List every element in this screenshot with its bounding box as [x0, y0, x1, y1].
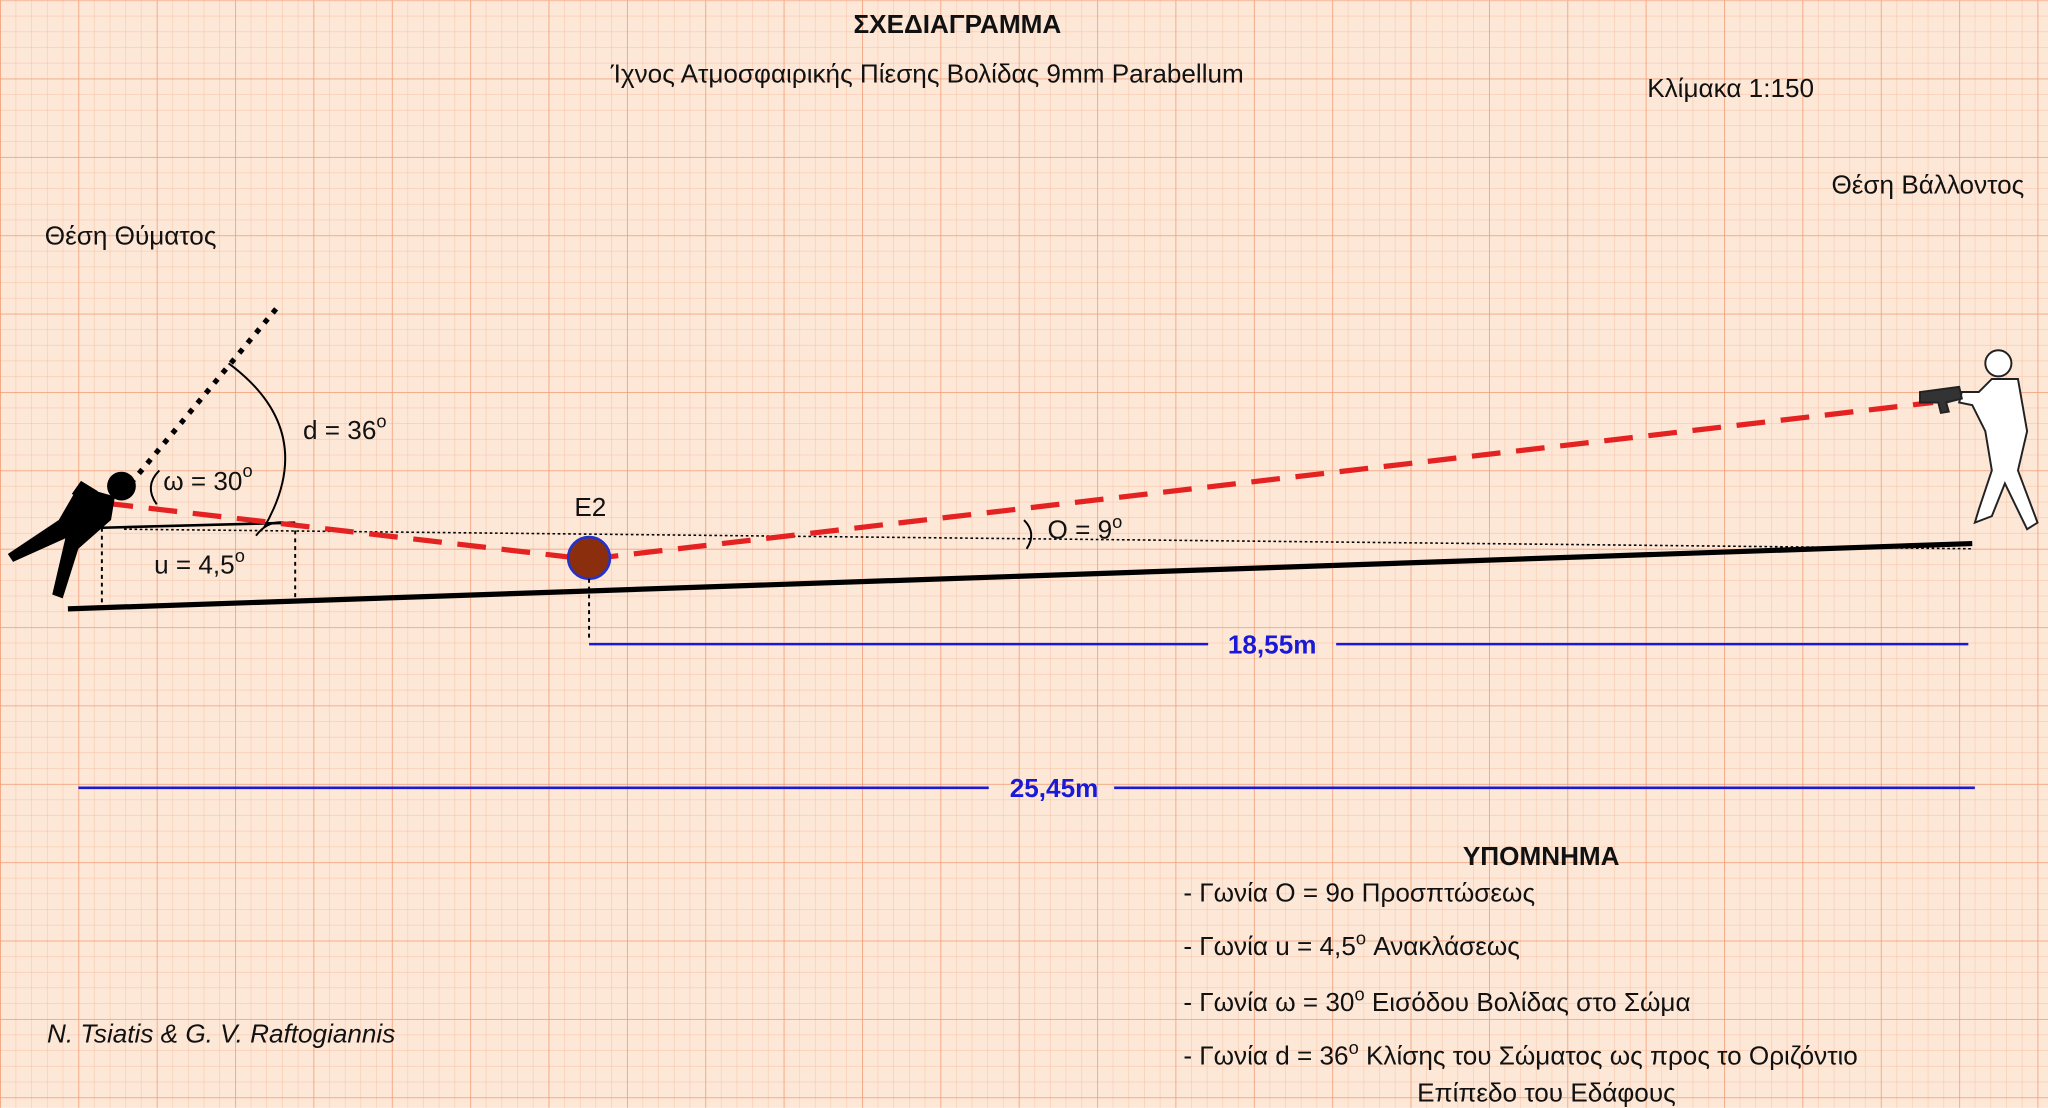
legend-item: - Γωνία ω = 30o Εισόδου Βολίδας στο Σώμα — [1183, 984, 1690, 1017]
legend-sup: o — [1356, 928, 1366, 949]
scale: Κλίμακα 1:150 — [1647, 73, 1814, 103]
angle-sup: o — [235, 545, 245, 566]
legend-item-line2: Επίπεδο του Εδάφους — [1417, 1077, 1676, 1107]
legend-item: - Γωνία d = 36o Κλίσης του Σώματος ως πρ… — [1183, 1037, 1857, 1070]
subtitle: Ίχνος Ατμοσφαιρικής Πίεσης Βολίδας 9mm P… — [610, 58, 1244, 88]
shooter-label: Θέση Βάλλοντος — [1831, 170, 2024, 200]
legend-text: - Γωνία ω = 30 — [1183, 987, 1354, 1017]
legend-text: - Γωνία u = 4,5 — [1183, 931, 1356, 961]
legend-text: - Γωνία O = 9o Προσπτώσεως — [1183, 877, 1535, 907]
legend-rest: Εισόδου Βολίδας στο Σώμα — [1365, 987, 1691, 1017]
author: N. Tsiatis & G. V. Raftogiannis — [47, 1018, 395, 1048]
legend-rest: Κλίσης του Σώματος ως προς το Οριζόντιο — [1359, 1041, 1858, 1071]
angle-label: d = 36o — [303, 410, 387, 445]
angle-label: O = 9o — [1048, 511, 1123, 544]
angle-sup: o — [376, 410, 386, 431]
title: ΣΧΕΔΙΑΓΡΑΜΜΑ — [854, 9, 1062, 39]
e2-marker — [566, 535, 612, 581]
shooter-figure — [1919, 349, 2039, 531]
legend-item: - Γωνία u = 4,5o Ανακλάσεως — [1183, 928, 1520, 961]
distance-label: 25,45m — [1010, 773, 1099, 803]
legend-sup: o — [1354, 984, 1364, 1005]
angle-text: ω = 30 — [163, 466, 242, 496]
angle-label: u = 4,5o — [154, 545, 245, 580]
legend-text: - Γωνία d = 36 — [1183, 1041, 1348, 1071]
ground — [67, 540, 1973, 612]
angle-sup: o — [1112, 511, 1122, 532]
victim-figure — [7, 471, 136, 599]
angle-text: O = 9 — [1048, 514, 1113, 544]
arc-o — [1023, 519, 1033, 550]
legend-rest: Ανακλάσεως — [1366, 931, 1520, 961]
legend-title: ΥΠΟΜΝΗΜΑ — [1463, 841, 1620, 871]
angle-text: u = 4,5 — [154, 550, 235, 580]
legend-sup: o — [1349, 1037, 1359, 1058]
marker-label: E2 — [574, 492, 606, 522]
victim-label: Θέση Θύματος — [45, 220, 217, 250]
legend-item: - Γωνία O = 9o Προσπτώσεως — [1183, 877, 1535, 907]
trajectory — [104, 399, 1934, 562]
angle-text: d = 36 — [303, 415, 376, 445]
arc-d — [227, 362, 287, 529]
distance-label: 18,55m — [1228, 629, 1317, 659]
arc-w — [149, 469, 161, 505]
angle-sup: o — [242, 460, 252, 481]
angle-label: ω = 30o — [163, 460, 252, 496]
